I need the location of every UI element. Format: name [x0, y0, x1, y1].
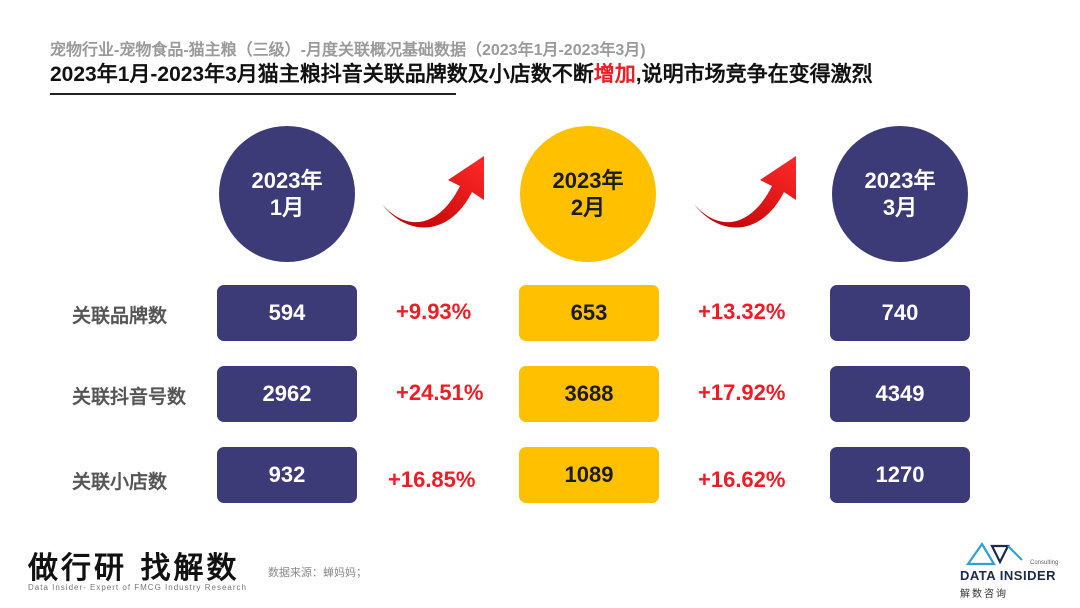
value-box: 1270 [830, 447, 970, 503]
row-label-shops: 关联小店数 [72, 472, 168, 493]
footer-slogan: 做行研 找解数 [28, 551, 240, 586]
change-percent: +17.92% [698, 380, 786, 405]
month-circle-feb: 2023年 2月 [520, 126, 656, 262]
title-suffix: ,说明市场竞争在变得激烈 [635, 63, 873, 86]
title-highlight: 增加 [593, 63, 636, 86]
change-percent: +16.85% [388, 467, 476, 492]
page-subtitle: 宠物行业-宠物食品-猫主粮（三级）-月度关联概况基础数据（2023年1月-202… [50, 42, 646, 59]
triangle-wave-logo-icon [965, 541, 1023, 566]
curved-up-arrow-icon [694, 156, 796, 228]
value-box: 932 [217, 447, 357, 503]
change-percent: +13.32% [698, 299, 786, 324]
month-year: 2023年 [864, 168, 936, 193]
row-label-brands: 关联品牌数 [72, 306, 168, 327]
value-box: 740 [830, 285, 970, 341]
month-year: 2023年 [251, 168, 323, 193]
page-title: 2023年1月-2023年3月猫主粮抖音关联品牌数及小店数不断增加,说明市场竞争… [50, 58, 873, 88]
change-percent: +16.62% [698, 467, 786, 492]
value-box: 594 [217, 285, 357, 341]
row-label-douyin-accounts: 关联抖音号数 [72, 387, 187, 408]
month-label: 3月 [882, 195, 918, 220]
month-circle-jan: 2023年 1月 [219, 126, 355, 262]
company-logo: Consulting DATA INSIDER 解数咨询 [952, 538, 1064, 600]
month-circle-mar: 2023年 3月 [832, 126, 968, 262]
logo-cn: 解数咨询 [960, 589, 1008, 600]
value-box: 3688 [519, 366, 659, 422]
title-prefix: 2023年1月-2023年3月猫主粮抖音关联品牌数及小店数不断 [50, 63, 594, 86]
change-percent: +24.51% [396, 380, 484, 405]
month-label: 1月 [269, 195, 305, 220]
month-label: 2月 [570, 195, 606, 220]
month-year: 2023年 [552, 168, 624, 193]
title-underline [50, 93, 456, 95]
value-box: 653 [519, 285, 659, 341]
value-box: 1089 [519, 447, 659, 503]
logo-consulting: Consulting [1030, 560, 1059, 566]
data-source: 数据来源：蝉妈妈； [268, 567, 367, 579]
value-box: 2962 [217, 366, 357, 422]
curved-up-arrow-icon [382, 156, 484, 228]
change-percent: +9.93% [396, 299, 472, 324]
logo-name: DATA INSIDER [960, 568, 1057, 583]
footer-slogan-sub: Data Insider- Expert of FMCG Industry Re… [28, 583, 247, 592]
value-box: 4349 [830, 366, 970, 422]
